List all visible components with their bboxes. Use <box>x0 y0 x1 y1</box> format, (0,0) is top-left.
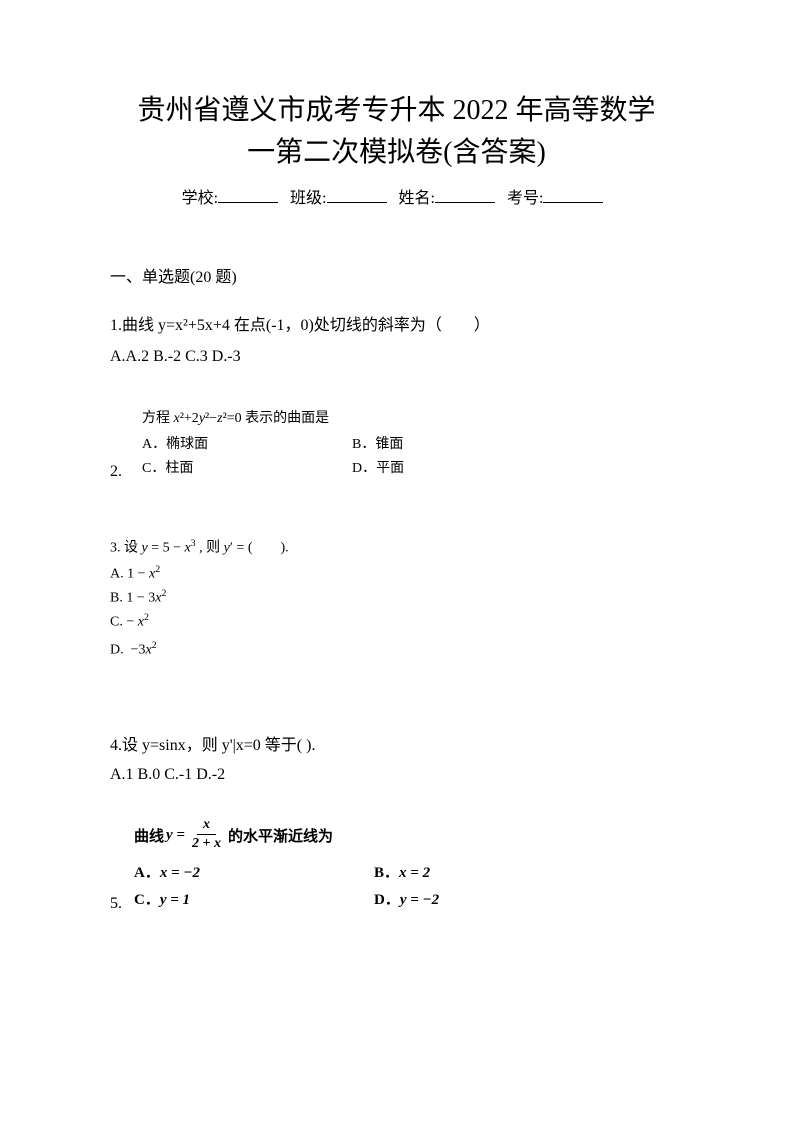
q2-options: A．椭球面 B．锥面 C．柱面 D．平面 <box>142 433 472 477</box>
q2-option-b: B．锥面 <box>352 433 472 453</box>
q3-option-c: C. − x2 <box>110 610 683 634</box>
question-2: 2. 方程 x²+2y²−z²=0 表示的曲面是 A．椭球面 B．锥面 C．柱面… <box>110 407 683 481</box>
q4-answers: A.1 B.0 C.-1 D.-2 <box>110 761 683 790</box>
q1-text: 1.曲线 y=x²+5x+4 在点(-1，0)处切线的斜率为（ ） <box>110 312 683 341</box>
q5-numerator: x <box>197 817 216 835</box>
q5-prompt-post: 的水平渐近线为 <box>228 825 333 846</box>
document-title: 贵州省遵义市成考专升本 2022 年高等数学 一第二次模拟卷(含答案) <box>110 90 683 174</box>
student-info-line: 学校: 班级: 姓名: 考号: <box>110 184 683 208</box>
q4-text: 4.设 y=sinx，则 y'|x=0 等于( ). <box>110 732 683 761</box>
school-blank <box>218 187 278 203</box>
q5-option-a: A．x = −2 <box>134 861 374 882</box>
question-5: 5. 曲线 y = x 2 + x 的水平渐近线为 A．x = −2 B．x =… <box>110 817 683 913</box>
q5-content: 曲线 y = x 2 + x 的水平渐近线为 A．x = −2 B．x = 2 … <box>134 817 494 909</box>
q5-options: A．x = −2 B．x = 2 C．y = 1 D．y = −2 <box>134 861 494 909</box>
school-label: 学校: <box>182 190 218 207</box>
q3-prompt: 3. 设 y = 5 − x3 , 则 y′ = ( ). <box>110 536 683 560</box>
q2-option-a: A．椭球面 <box>142 433 352 453</box>
q2-option-c: C．柱面 <box>142 457 352 477</box>
q3-option-d: D. −3x2 <box>110 638 683 662</box>
name-blank <box>435 187 495 203</box>
q2-number: 2. <box>110 463 122 481</box>
q5-denominator: 2 + x <box>189 835 224 853</box>
q5-prompt: 曲线 y = x 2 + x 的水平渐近线为 <box>134 817 494 853</box>
q5-y-equals: y = <box>166 827 185 844</box>
title-line-2: 一第二次模拟卷(含答案) <box>110 132 683 174</box>
q2-option-d: D．平面 <box>352 457 472 477</box>
question-3: 3. 设 y = 5 − x3 , 则 y′ = ( ). A. 1 − x2 … <box>110 536 683 662</box>
title-line-1: 贵州省遵义市成考专升本 2022 年高等数学 <box>110 90 683 132</box>
number-blank <box>543 187 603 203</box>
q2-content: 方程 x²+2y²−z²=0 表示的曲面是 A．椭球面 B．锥面 C．柱面 D．… <box>142 407 472 477</box>
q3-option-a: A. 1 − x2 <box>110 562 683 586</box>
q5-prompt-pre: 曲线 <box>134 825 164 846</box>
q3-option-b: B. 1 − 3x2 <box>110 586 683 610</box>
q5-option-c: C．y = 1 <box>134 888 374 909</box>
q2-prompt: 方程 x²+2y²−z²=0 表示的曲面是 <box>142 407 472 427</box>
class-label: 班级: <box>290 190 326 207</box>
q5-number: 5. <box>110 895 122 913</box>
question-1: 1.曲线 y=x²+5x+4 在点(-1，0)处切线的斜率为（ ） A.A.2 … <box>110 312 683 372</box>
q1-answers: A.A.2 B.-2 C.3 D.-3 <box>110 343 683 372</box>
name-label: 姓名: <box>399 190 435 207</box>
class-blank <box>327 187 387 203</box>
number-label: 考号: <box>507 190 543 207</box>
q5-option-d: D．y = −2 <box>374 888 494 909</box>
question-4: 4.设 y=sinx，则 y'|x=0 等于( ). A.1 B.0 C.-1 … <box>110 732 683 790</box>
q5-option-b: B．x = 2 <box>374 861 494 882</box>
section-heading: 一、单选题(20 题) <box>110 263 683 287</box>
q5-fraction: x 2 + x <box>189 817 224 853</box>
